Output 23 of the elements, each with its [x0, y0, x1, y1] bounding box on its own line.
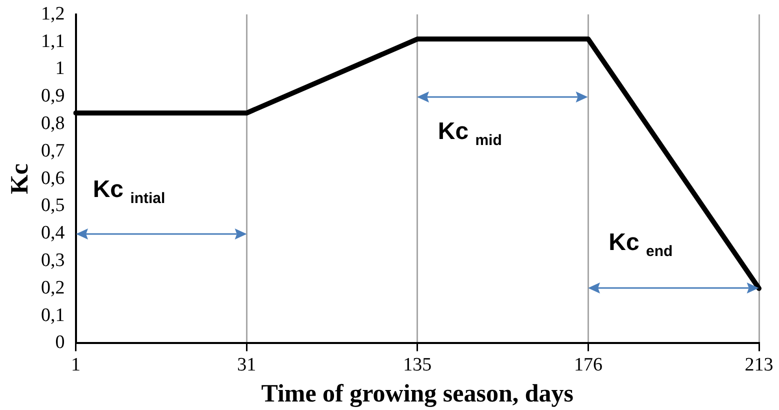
y-tick-label: 0,2 — [41, 277, 65, 298]
annotation: Kc $_{mid}$ — [438, 118, 502, 150]
y-tick-label: 0,7 — [41, 140, 65, 162]
y-tick-label: 0,1 — [41, 304, 65, 326]
x-axis-title: Time of growing season, days — [261, 380, 574, 408]
y-tick-label: 0,6 — [41, 168, 65, 189]
annotation: Kc $_{intial}$ — [92, 176, 166, 207]
x-tick-label: 176 — [574, 354, 602, 376]
y-tick-label: 0,5 — [41, 195, 65, 216]
x-tick-label: 135 — [403, 354, 432, 376]
y-tick-label: 0,3 — [41, 250, 65, 271]
y-tick-label: 1,2 — [41, 3, 65, 24]
x-tick-label: 31 — [237, 354, 256, 376]
y-tick-label: 0 — [55, 332, 65, 354]
annotation: Kc $_{end}$ — [608, 228, 673, 260]
x-tick-label: 213 — [744, 354, 774, 376]
y-axis-title: Kc — [6, 164, 34, 194]
y-tick-label: 1,1 — [41, 30, 65, 52]
y-tick-label: 0,9 — [41, 86, 65, 107]
x-tick-label: 1 — [71, 354, 80, 376]
y-tick-label: 0,4 — [41, 222, 66, 244]
y-tick-label: 0,8 — [41, 112, 65, 134]
y-tick-label: 1 — [55, 58, 65, 80]
